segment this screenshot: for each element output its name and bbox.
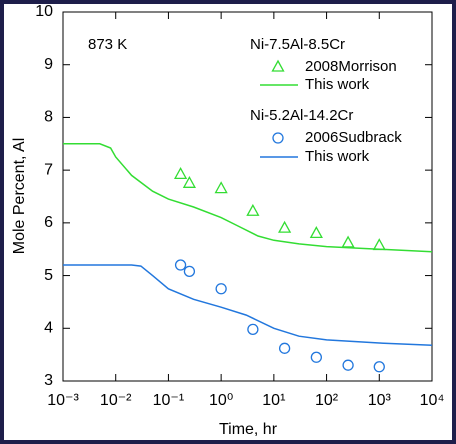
annotation: Ni-7.5Al-8.5Cr [250, 36, 345, 53]
marker [278, 220, 292, 233]
line [63, 264, 433, 346]
x-tick-label: 10⁰ [209, 392, 233, 409]
marker [341, 235, 355, 248]
x-axis-label: Time, hr [219, 421, 278, 438]
marker [373, 361, 385, 373]
x-tick-label: 10⁻² [100, 392, 132, 409]
y-tick-label: 3 [44, 372, 53, 389]
x-tick-label: 10⁻³ [47, 392, 79, 409]
annotation: Ni-5.2Al-14.2Cr [250, 107, 353, 124]
marker [247, 323, 259, 335]
y-tick-label: 4 [44, 320, 53, 337]
x-tick-label: 10² [315, 392, 339, 409]
y-tick-label: 7 [44, 161, 53, 178]
y-tick-label: 5 [44, 267, 53, 284]
marker [174, 259, 187, 271]
x-tick-label: 10¹ [262, 392, 285, 409]
legend-label: 2008Morrison [305, 58, 397, 75]
legend-label: This work [305, 148, 370, 165]
line [63, 143, 433, 253]
y-tick-label: 9 [44, 56, 53, 73]
legend-label: This work [305, 76, 370, 93]
x-tick-label: 10⁻¹ [153, 392, 185, 409]
marker [215, 283, 227, 295]
marker [173, 167, 188, 180]
legend-marker [272, 132, 284, 144]
y-axis-label: Mole Percent, Al [11, 138, 28, 255]
y-tick-label: 10 [35, 3, 53, 20]
plot-area [62, 11, 433, 382]
annotation: 873 K [88, 36, 127, 53]
marker [310, 351, 323, 363]
x-tick-label: 10⁴ [420, 392, 445, 409]
legend-marker [271, 59, 285, 72]
marker [246, 203, 260, 216]
legend-label: 2006Sudbrack [305, 129, 402, 146]
marker [214, 181, 228, 194]
marker [342, 359, 354, 371]
y-tick-label: 6 [44, 214, 53, 231]
marker [183, 265, 196, 278]
marker [278, 342, 291, 354]
marker [309, 226, 323, 239]
y-tick-label: 8 [44, 109, 53, 126]
marker [182, 175, 197, 188]
x-tick-label: 10³ [368, 392, 392, 409]
